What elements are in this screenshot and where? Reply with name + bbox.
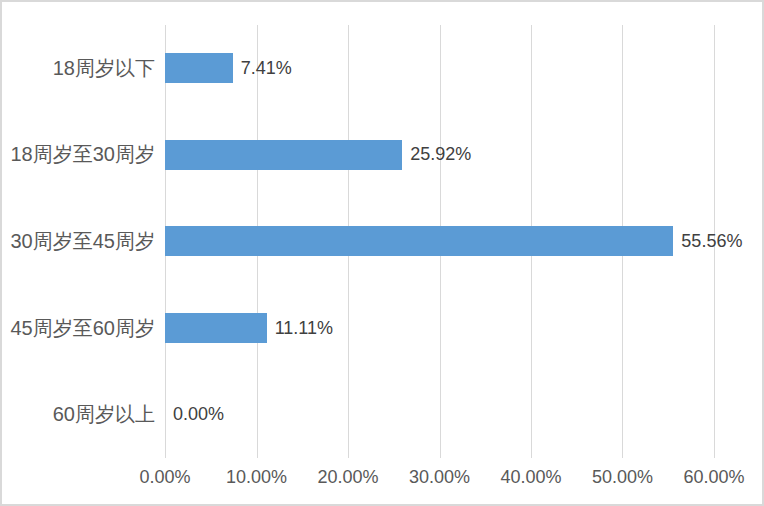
bar-row: 25.92%	[165, 112, 714, 199]
bar-30-to-45	[165, 226, 673, 256]
value-label: 0.00%	[173, 404, 224, 425]
bar-under-18	[165, 53, 233, 83]
x-tick-10: 10.00%	[226, 467, 287, 488]
category-label-under-18: 18周岁以下	[2, 25, 155, 112]
plot-area: 7.41% 25.92% 55.56% 11.11% 0.00%	[165, 25, 714, 458]
x-tick-30: 30.00%	[409, 467, 470, 488]
value-label: 7.41%	[241, 58, 292, 79]
category-label-over-60: 60周岁以上	[2, 371, 155, 458]
value-label: 55.56%	[681, 231, 742, 252]
bar-row: 55.56%	[165, 198, 714, 285]
bar-row: 11.11%	[165, 285, 714, 372]
x-axis: 0.00% 10.00% 20.00% 30.00% 40.00% 50.00%…	[2, 467, 762, 497]
x-tick-60: 60.00%	[683, 467, 744, 488]
category-label-45-to-60: 45周岁至60周岁	[2, 285, 155, 372]
x-tick-50: 50.00%	[592, 467, 653, 488]
bar-row: 7.41%	[165, 25, 714, 112]
category-label-30-to-45: 30周岁至45周岁	[2, 198, 155, 285]
bar-chart: 7.41% 25.92% 55.56% 11.11% 0.00% 18周岁以下 …	[0, 0, 764, 506]
x-tick-40: 40.00%	[500, 467, 561, 488]
category-label-18-to-30: 18周岁至30周岁	[2, 112, 155, 199]
bar-18-to-30	[165, 140, 402, 170]
bar-row: 0.00%	[165, 371, 714, 458]
value-label: 25.92%	[410, 144, 471, 165]
bar-45-to-60	[165, 313, 267, 343]
x-tick-20: 20.00%	[317, 467, 378, 488]
y-axis: 18周岁以下 18周岁至30周岁 30周岁至45周岁 45周岁至60周岁 60周…	[2, 25, 155, 458]
x-tick-0: 0.00%	[139, 467, 190, 488]
value-label: 11.11%	[275, 318, 333, 339]
